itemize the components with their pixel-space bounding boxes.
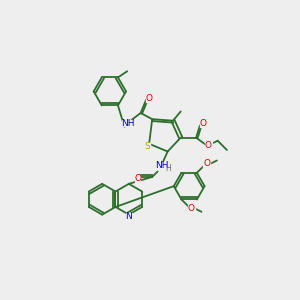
Text: O: O <box>203 159 210 168</box>
Text: O: O <box>146 94 153 103</box>
Bar <box>126 214 132 220</box>
Bar <box>205 142 212 149</box>
Text: NH: NH <box>121 118 134 127</box>
Text: O: O <box>200 119 206 128</box>
Bar <box>144 142 150 150</box>
Text: H: H <box>166 164 171 173</box>
Text: O: O <box>134 174 141 183</box>
Bar <box>122 119 133 127</box>
Text: NH: NH <box>155 161 168 170</box>
Text: N: N <box>125 212 132 221</box>
Bar <box>188 205 195 212</box>
Bar <box>166 165 171 172</box>
Bar <box>203 160 210 167</box>
Text: O: O <box>205 141 212 150</box>
Text: S: S <box>144 142 150 151</box>
Text: O: O <box>188 204 195 213</box>
Bar <box>135 175 140 182</box>
Bar <box>146 95 152 102</box>
Bar <box>156 162 167 169</box>
Bar <box>200 120 206 127</box>
